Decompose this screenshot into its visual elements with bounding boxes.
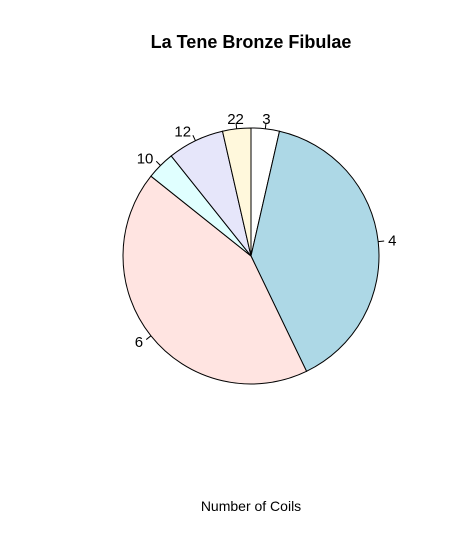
label-tick-10: [156, 161, 160, 165]
slice-label-22: 22: [227, 111, 244, 128]
x-axis-label: Number of Coils: [201, 498, 301, 514]
slice-label-3: 3: [262, 111, 270, 128]
slice-label-6: 6: [135, 334, 143, 351]
label-tick-6: [146, 336, 151, 340]
slice-label-4: 4: [388, 233, 396, 250]
slice-label-10: 10: [137, 150, 154, 167]
pie-slices: [123, 128, 379, 384]
label-tick-12: [193, 135, 196, 140]
label-tick-4: [378, 241, 384, 242]
chart-title: La Tene Bronze Fibulae: [151, 32, 352, 52]
slice-label-12: 12: [174, 124, 191, 141]
